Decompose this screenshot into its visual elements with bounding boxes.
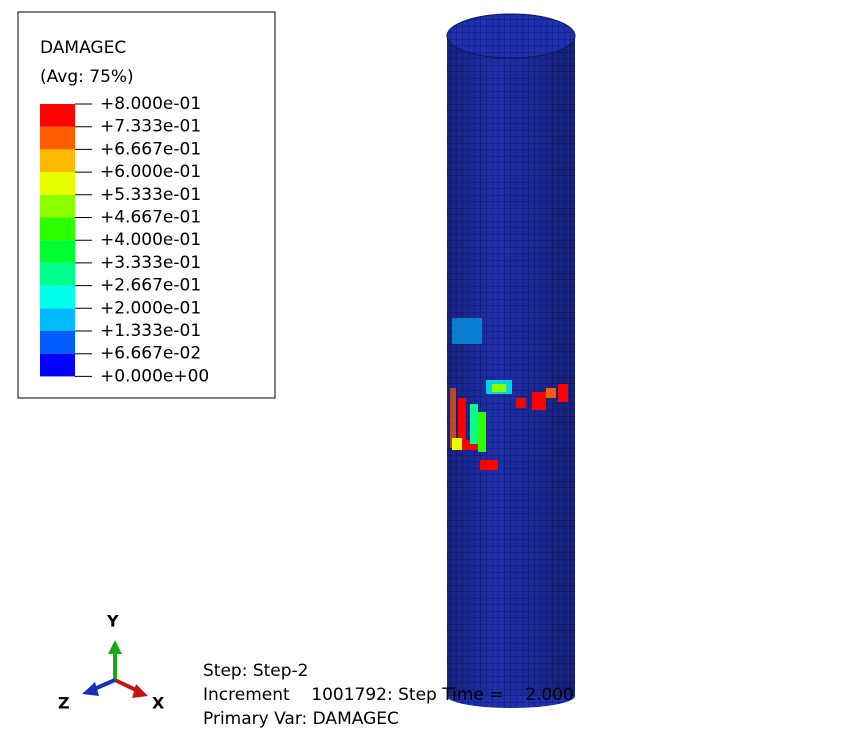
- triad-y: Y: [106, 612, 119, 631]
- legend-label: +7.333e-01: [100, 117, 201, 137]
- legend-subtitle: (Avg: 75%): [40, 67, 134, 87]
- status-increment: Increment 1001792: Step Time = 2.000: [203, 685, 574, 705]
- legend-band: [40, 285, 75, 309]
- legend-label: +2.000e-01: [100, 298, 201, 318]
- damage-region: [450, 318, 568, 470]
- legend-label: +6.000e-01: [100, 162, 201, 182]
- legend-band: [40, 308, 75, 331]
- legend-band: [40, 240, 75, 263]
- cylinder-model: [446, 13, 576, 708]
- legend-band: [40, 353, 75, 377]
- legend-band: [40, 172, 75, 195]
- status-step: Step: Step-2: [203, 661, 309, 681]
- legend-label: +2.667e-01: [100, 276, 201, 296]
- legend-band: [40, 104, 75, 127]
- legend-band: [40, 217, 75, 241]
- legend-band: [40, 331, 75, 354]
- legend-label: +1.333e-01: [100, 321, 201, 341]
- triad-x: X: [152, 694, 165, 713]
- legend-band: [40, 126, 75, 150]
- legend-band: [40, 194, 75, 218]
- legend-label: +0.000e+00: [100, 366, 209, 386]
- legend-label: +4.000e-01: [100, 230, 201, 250]
- legend-label: +6.667e-02: [100, 344, 201, 364]
- legend-band: [40, 149, 75, 173]
- legend-label: +5.333e-01: [100, 185, 201, 205]
- axis-triad: [82, 640, 148, 698]
- legend-band: [40, 262, 75, 286]
- status-primary: Primary Var: DAMAGEC: [203, 709, 399, 729]
- legend-label: +4.667e-01: [100, 208, 201, 228]
- legend-label: +6.667e-01: [100, 139, 201, 159]
- legend-label: +3.333e-01: [100, 253, 201, 273]
- legend-title: DAMAGEC: [40, 38, 126, 58]
- legend-label: +8.000e-01: [100, 94, 201, 114]
- triad-z: Z: [58, 694, 70, 713]
